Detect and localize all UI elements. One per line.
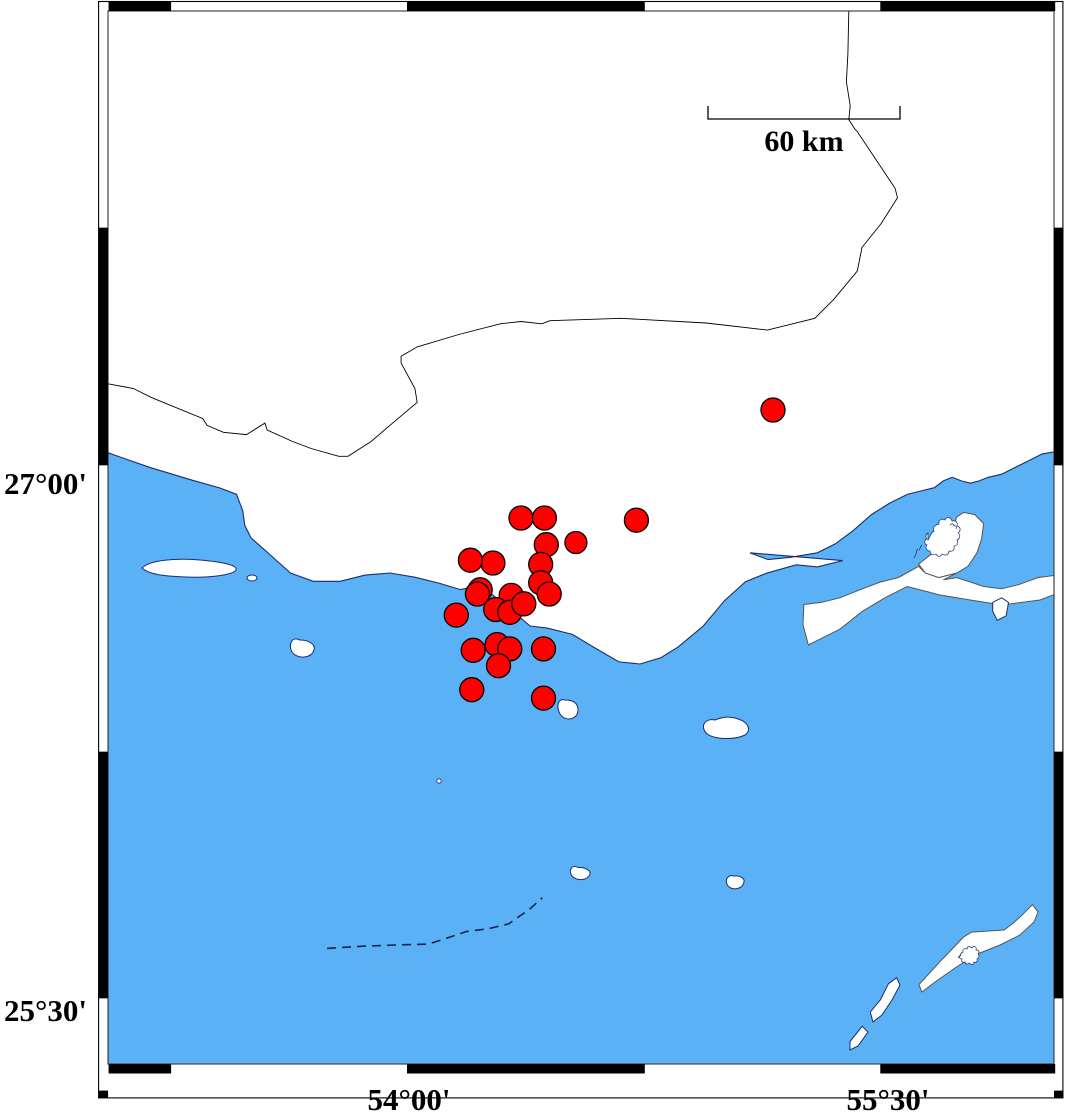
svg-text:27°00': 27°00': [4, 466, 87, 501]
svg-text:25°30': 25°30': [4, 993, 87, 1028]
svg-text:60 km: 60 km: [764, 125, 843, 158]
